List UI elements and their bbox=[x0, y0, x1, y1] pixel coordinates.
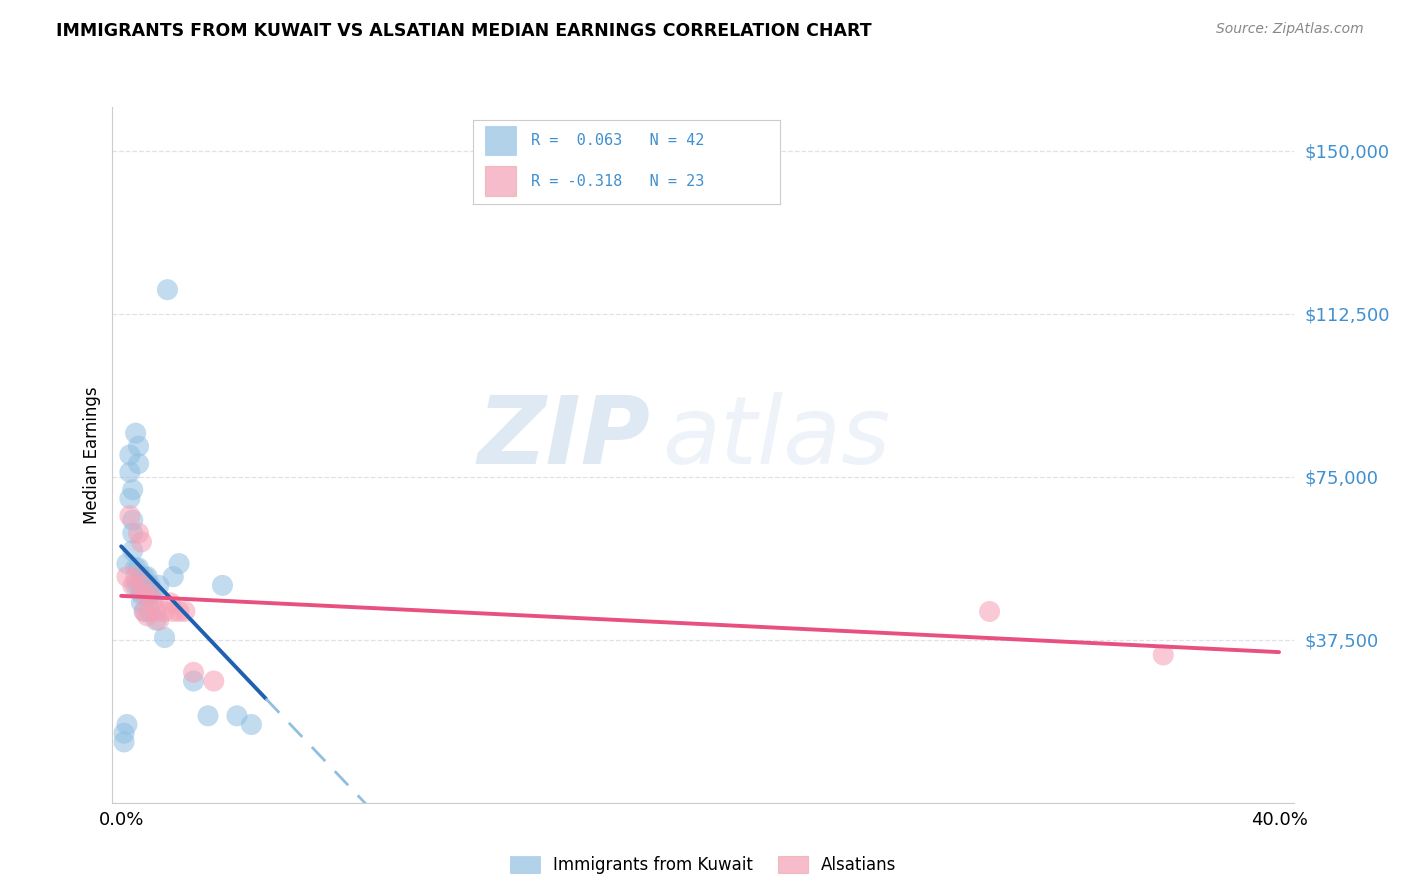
Point bbox=[142, 596, 165, 610]
Point bbox=[131, 578, 153, 592]
Point bbox=[134, 578, 156, 592]
Point bbox=[979, 605, 1001, 619]
Point bbox=[128, 439, 150, 453]
Point bbox=[153, 631, 176, 645]
Point bbox=[131, 570, 153, 584]
Point bbox=[148, 613, 170, 627]
Point bbox=[118, 491, 141, 506]
Point bbox=[136, 570, 159, 584]
Point bbox=[156, 283, 179, 297]
Point bbox=[145, 613, 167, 627]
Point bbox=[226, 708, 249, 723]
Point bbox=[115, 570, 138, 584]
Point bbox=[131, 578, 153, 592]
Point bbox=[162, 570, 184, 584]
Text: Source: ZipAtlas.com: Source: ZipAtlas.com bbox=[1216, 22, 1364, 37]
Point bbox=[167, 605, 190, 619]
Point bbox=[128, 578, 150, 592]
Point bbox=[112, 735, 135, 749]
Point bbox=[134, 570, 156, 584]
Point bbox=[167, 557, 190, 571]
Point bbox=[121, 543, 143, 558]
Point bbox=[134, 587, 156, 601]
Point bbox=[124, 578, 146, 592]
Y-axis label: Median Earnings: Median Earnings bbox=[83, 386, 101, 524]
Point bbox=[115, 717, 138, 731]
Point bbox=[124, 570, 146, 584]
Point bbox=[115, 557, 138, 571]
Point bbox=[131, 587, 153, 601]
Point bbox=[121, 513, 143, 527]
Point bbox=[139, 587, 162, 601]
Point bbox=[118, 508, 141, 523]
Point bbox=[121, 578, 143, 592]
Point bbox=[139, 587, 162, 601]
Point bbox=[139, 605, 162, 619]
Point bbox=[148, 578, 170, 592]
Point bbox=[153, 605, 176, 619]
Point bbox=[136, 587, 159, 601]
Point bbox=[131, 596, 153, 610]
Point bbox=[1152, 648, 1174, 662]
Text: ZIP: ZIP bbox=[477, 392, 650, 483]
Point bbox=[118, 448, 141, 462]
Point bbox=[240, 717, 263, 731]
Point bbox=[136, 608, 159, 623]
Point bbox=[124, 426, 146, 441]
Legend: Immigrants from Kuwait, Alsatians: Immigrants from Kuwait, Alsatians bbox=[509, 856, 897, 874]
Point bbox=[128, 561, 150, 575]
Point bbox=[183, 674, 205, 689]
Point bbox=[173, 605, 195, 619]
Point bbox=[202, 674, 225, 689]
Point bbox=[118, 466, 141, 480]
Point bbox=[112, 726, 135, 740]
Point bbox=[121, 526, 143, 541]
Point bbox=[142, 587, 165, 601]
Point bbox=[211, 578, 233, 592]
Point bbox=[197, 708, 219, 723]
Point bbox=[159, 596, 181, 610]
Point bbox=[128, 457, 150, 471]
Point bbox=[134, 605, 156, 619]
Point bbox=[128, 526, 150, 541]
Point bbox=[121, 483, 143, 497]
Text: atlas: atlas bbox=[662, 392, 890, 483]
Point bbox=[139, 578, 162, 592]
Point bbox=[131, 535, 153, 549]
Point bbox=[162, 605, 184, 619]
Text: IMMIGRANTS FROM KUWAIT VS ALSATIAN MEDIAN EARNINGS CORRELATION CHART: IMMIGRANTS FROM KUWAIT VS ALSATIAN MEDIA… bbox=[56, 22, 872, 40]
Point bbox=[183, 665, 205, 680]
Point bbox=[145, 605, 167, 619]
Point bbox=[134, 605, 156, 619]
Point bbox=[124, 561, 146, 575]
